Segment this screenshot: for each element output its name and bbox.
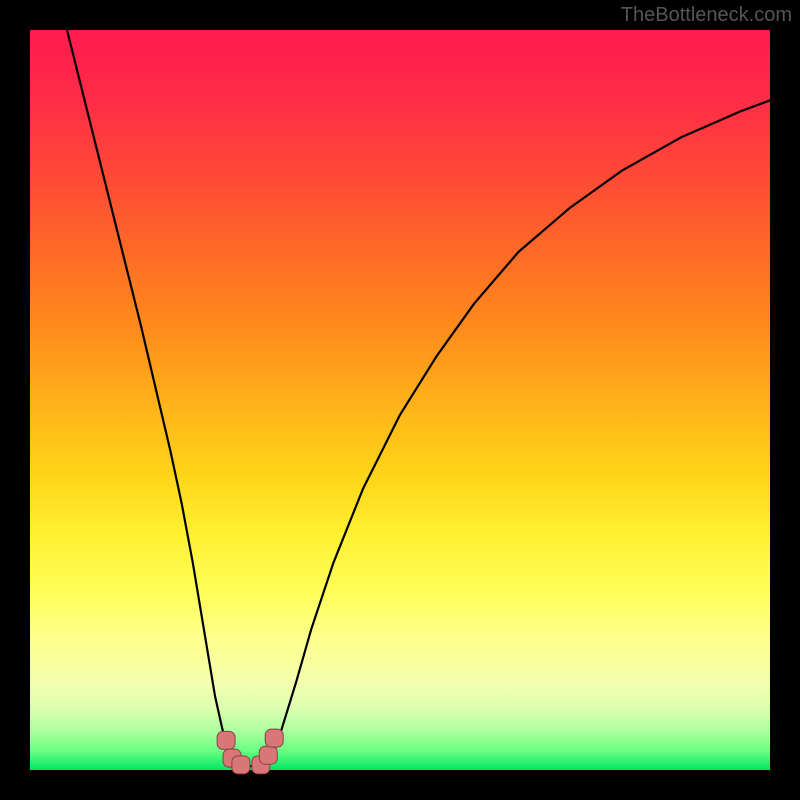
watermark-text: TheBottleneck.com bbox=[621, 4, 792, 27]
curve-marker bbox=[232, 756, 250, 774]
curve-marker bbox=[259, 746, 277, 764]
chart-container: TheBottleneck.com bbox=[0, 0, 800, 800]
gradient-background bbox=[30, 30, 770, 770]
curve-marker bbox=[265, 729, 283, 747]
bottleneck-curve-chart bbox=[0, 0, 800, 800]
curve-marker bbox=[217, 731, 235, 749]
